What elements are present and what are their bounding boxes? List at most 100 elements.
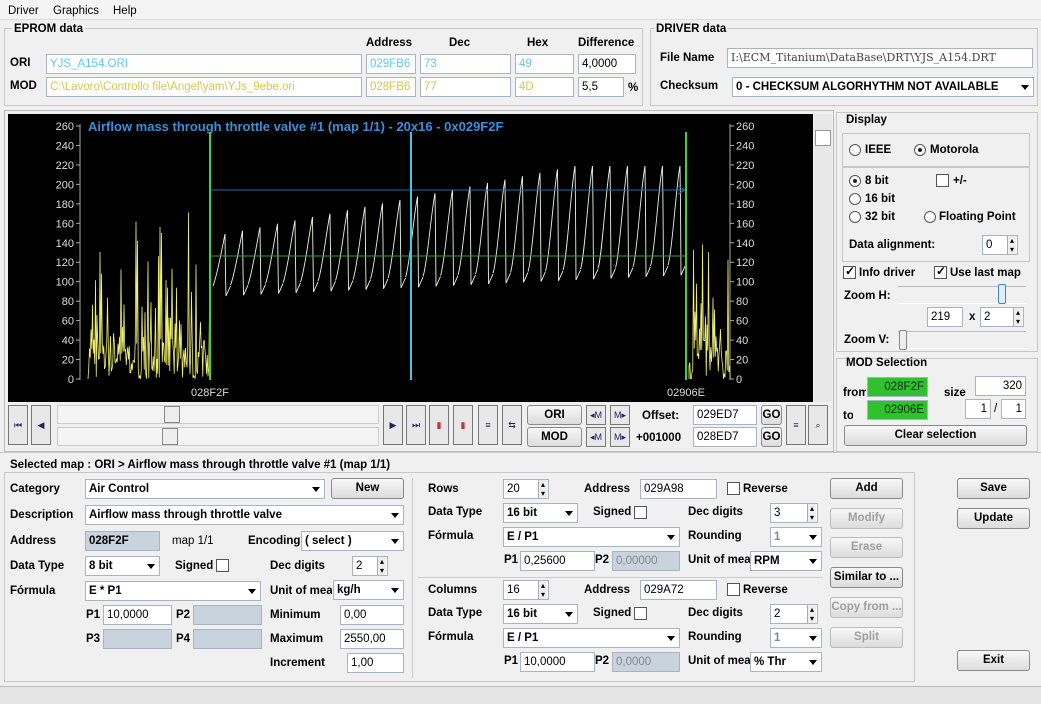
menu-item[interactable]: Help [113,5,137,17]
last-button[interactable]: ⏭ [406,405,426,445]
display-bit16: 16 bit [865,193,896,205]
m-button[interactable]: M▸ [610,427,630,447]
y-tick-label: 160 [56,218,74,230]
cols-axis-unit[interactable]: % Thr [750,652,822,672]
map-encoding-label: Encoding [248,535,301,547]
cols-axis-address-label: Address [584,584,631,596]
toolbar-offset: 029ED7 [693,405,757,425]
mark-button[interactable]: ▮ [429,405,449,445]
box[interactable] [634,506,647,519]
map-new[interactable]: New [331,478,404,499]
rows-axis-p2[interactable]: 0,00000 [612,551,680,571]
cols-axis-count[interactable]: 16 [503,580,549,600]
m-button[interactable]: M▸ [610,405,630,425]
rows-axis-address[interactable]: 029A98 [640,479,717,499]
cols-axis-address[interactable]: 029A72 [640,580,717,600]
toolbar-ori[interactable]: ORI [527,405,582,425]
cols-axis-data-type[interactable]: 16 bit [503,604,578,624]
rows-axis-count[interactable]: 20 [503,479,549,499]
p2-field[interactable] [193,605,262,625]
map-dec-digits: 2 [352,556,388,576]
box[interactable] [216,559,229,572]
rows-axis-data-type-label: Data Type [428,506,483,518]
buttons-modify[interactable]: Modify [830,508,903,529]
toolbar-go[interactable]: GO [761,427,782,447]
graph-scrollbar [814,114,832,402]
cols-axis-formula[interactable]: E / P1 [503,628,680,648]
tool-button[interactable]: ⇆ [502,405,522,445]
box[interactable] [843,264,856,279]
rad[interactable] [849,144,861,156]
driver-file-name: I:\ECM_Titanium\DataBase\DRT\YJS_A154.DR… [727,48,1033,68]
rows-axis-unit[interactable]: RPM [750,551,822,571]
y-tick-label: 220 [736,160,754,172]
buttons-update[interactable]: Update [957,508,1030,529]
zoom-v-slider[interactable] [898,331,1026,349]
display-motorola: Motorola [930,144,979,156]
rad[interactable] [849,211,861,223]
driver-checksum-label: Checksum [660,80,719,92]
buttons-erase[interactable]: Erase [830,537,903,558]
eprom-rows-0-address: 029FB6 [366,54,416,74]
m-button[interactable]: ◂M [586,427,606,447]
buttons-add[interactable]: Add [830,478,903,499]
rad[interactable] [924,211,936,223]
rad[interactable] [849,175,861,187]
zoom-h-slider[interactable] [898,286,1026,304]
buttons-copy[interactable]: Copy from ... [830,597,903,618]
rows-axis-dec-digits[interactable]: 3 [770,503,818,523]
menu-item[interactable]: Driver [8,5,39,17]
rows-axis-data-type[interactable]: 16 bit [503,503,578,523]
box[interactable] [934,264,947,279]
tool-button[interactable]: ≡ [478,405,498,445]
y-tick-label: 240 [56,140,74,152]
rows-axis-formula[interactable]: E / P1 [503,527,680,547]
box[interactable] [936,174,949,187]
mod-selection-clear[interactable]: Clear selection [844,425,1027,446]
waveform-yellow [688,244,731,380]
cols-axis-p1[interactable]: 10,0000 [520,652,595,672]
buttons-split[interactable]: Split [830,627,903,648]
map-encoding: ( select ) [301,531,404,551]
search-button[interactable]: ⌕ [808,405,828,445]
slider-thumb[interactable] [899,330,907,350]
m-button[interactable]: ◂M [586,405,606,425]
box[interactable] [727,482,740,495]
buttons-exit[interactable]: Exit [957,650,1030,671]
map-category: Air Control [85,479,325,499]
box[interactable] [727,583,740,596]
prev-button[interactable]: ◀ [31,405,51,445]
rad[interactable] [914,144,926,156]
rows-axis-rounding[interactable]: 1 [770,527,822,547]
menu-item[interactable]: Graphics [53,5,100,17]
first-button[interactable]: ⏮ [8,405,28,445]
map-increment-label: Increment [270,657,325,669]
y-tick-label: 160 [736,218,754,230]
y-tick-label: 140 [736,238,754,250]
next-button[interactable]: ▶ [383,405,403,445]
buttons-save[interactable]: Save [957,478,1030,499]
toolbar-mod[interactable]: MOD [527,427,582,447]
display-zoom-h: 219 [927,307,963,327]
p3-field[interactable] [103,629,172,649]
toolbar-go[interactable]: GO [761,405,782,425]
box[interactable] [634,607,647,620]
cols-axis-p2[interactable]: 0,0000 [612,652,680,672]
rows-axis-p1[interactable]: 0,25600 [520,551,595,571]
cols-axis-signed-label: Signed [593,607,632,619]
selected-map: Selected map : ORI > Airflow mass throug… [10,459,391,471]
mark-button[interactable]: ▮ [453,405,473,445]
cols-axis-rounding[interactable]: 1 [770,628,822,648]
eprom-rows-0-difference: 4,0000 [578,54,636,74]
p4-field[interactable] [193,629,262,649]
slider-thumb[interactable] [998,284,1006,304]
y-tick-label: 200 [56,179,74,191]
eprom-rows-1-file: C:\Lavoro\Controllo file\Angel\yam\YJs_9… [46,77,362,97]
tool-button[interactable]: ≡ [786,405,806,445]
rad[interactable] [849,193,861,205]
cols-axis-reverse: Reverse [743,584,788,596]
waveform-white [212,165,686,297]
cols-axis-dec-digits[interactable]: 2 [770,604,818,624]
cols-axis-formula-label: Fórmula [428,631,474,643]
buttons-similar[interactable]: Similar to ... [830,567,903,588]
